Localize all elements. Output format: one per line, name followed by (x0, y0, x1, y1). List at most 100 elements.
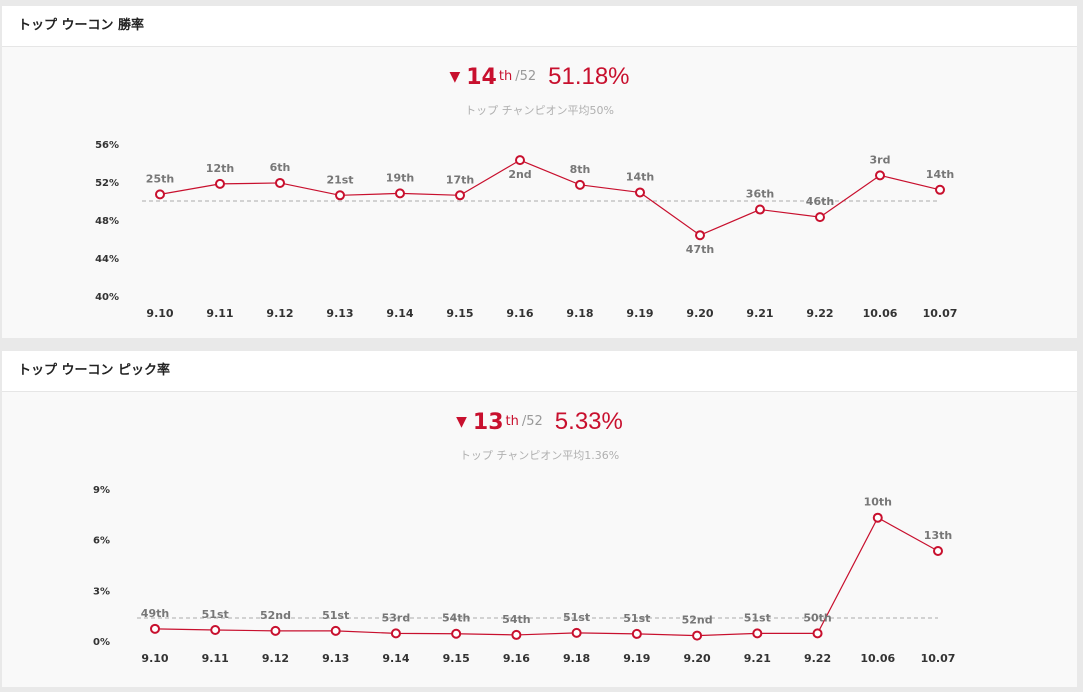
series-line (159, 159, 941, 236)
data-point (275, 177, 285, 188)
data-label: 54th (442, 612, 470, 625)
x-tick-label: 9.14 (386, 307, 413, 320)
data-point (330, 625, 341, 636)
data-label: 51st (744, 611, 771, 624)
average-note: トップ チャンピオン平均1.36% (459, 449, 620, 462)
panel-title: トップ ウーコン 勝率 (2, 6, 1077, 47)
data-label: 50th (803, 611, 831, 624)
panel-title: トップ ウーコン ピック率 (2, 351, 1077, 392)
x-tick-label: 9.21 (744, 652, 771, 665)
data-point (335, 190, 345, 201)
win-rate-chart: 56% 52% 48% 44% 40% 9.10 9.11 9.12 9.13 9.14 9.15 9… (95, 140, 958, 320)
y-tick-label: 56% (95, 140, 119, 151)
pick-rate-chart: 9% 6% 3% 0% 9.10 9.11 9.12 9.13 9.14 9.15 9.16 9.18… (93, 485, 956, 665)
data-label: 49th (141, 607, 169, 620)
data-label: 53rd (382, 611, 411, 624)
rank-total: /52 (521, 414, 543, 429)
data-label: 19th (386, 171, 414, 184)
x-tick-label: 9.13 (322, 652, 349, 665)
data-point (815, 212, 825, 223)
x-tick-label: 9.16 (503, 652, 530, 665)
x-tick-label: 9.22 (804, 652, 831, 665)
data-label: 10th (864, 496, 892, 509)
x-tick-label: 9.11 (206, 307, 233, 320)
data-point (511, 629, 522, 640)
data-label: 36th (746, 188, 774, 201)
rank-value: 13 (472, 410, 504, 435)
data-label: 8th (570, 163, 591, 176)
x-tick-label: 9.14 (382, 652, 409, 665)
x-tick-label: 9.10 (146, 307, 173, 320)
series-line (154, 516, 939, 637)
data-point (455, 190, 465, 201)
data-point (631, 628, 642, 639)
data-label: 46th (806, 195, 834, 208)
rank-down-icon: ▼ (456, 414, 467, 430)
data-label: 13th (924, 529, 952, 542)
x-tick-label: 9.15 (446, 307, 473, 320)
data-point (812, 628, 823, 639)
y-tick-label: 48% (95, 216, 119, 227)
data-point (575, 179, 585, 190)
data-point (451, 628, 462, 639)
data-point (155, 189, 165, 200)
data-label: 3rd (870, 153, 891, 166)
x-tick-label: 9.13 (326, 307, 353, 320)
x-tick-label: 9.20 (684, 652, 711, 665)
data-point (935, 184, 945, 195)
data-label: 21st (326, 173, 353, 186)
data-point (395, 188, 405, 199)
rank-suffix: th (498, 69, 513, 84)
x-tick-label: 9.20 (686, 307, 713, 320)
stat-value: 51.18% (548, 63, 630, 90)
x-tick-label: 9.12 (262, 652, 289, 665)
data-label: 14th (626, 170, 654, 183)
x-tick-label: 10.07 (921, 652, 956, 665)
data-point (210, 625, 221, 636)
y-tick-label: 6% (93, 536, 110, 547)
x-tick-label: 9.18 (566, 307, 593, 320)
x-tick-label: 10.06 (863, 307, 898, 320)
data-label: 51st (623, 612, 650, 625)
data-point (571, 627, 582, 638)
y-tick-label: 52% (95, 178, 119, 189)
x-tick-label: 9.10 (141, 652, 168, 665)
x-tick-label: 9.12 (266, 307, 293, 320)
data-point (755, 204, 765, 215)
data-point (390, 628, 401, 639)
x-tick-label: 9.16 (506, 307, 533, 320)
y-tick-label: 40% (95, 292, 119, 303)
x-tick-label: 9.22 (806, 307, 833, 320)
data-point (933, 545, 943, 556)
data-label: 51st (563, 611, 590, 624)
data-point (215, 178, 225, 189)
data-point (692, 630, 703, 641)
data-point (515, 155, 525, 166)
data-point (695, 230, 705, 241)
x-tick-label: 10.06 (860, 652, 895, 665)
x-tick-label: 9.11 (202, 652, 229, 665)
data-label: 47th (686, 243, 714, 256)
data-label: 2nd (508, 168, 531, 181)
data-label: 6th (270, 161, 291, 174)
data-label: 52nd (682, 614, 713, 627)
x-tick-label: 9.15 (443, 652, 470, 665)
x-tick-label: 10.07 (923, 307, 958, 320)
y-tick-label: 9% (93, 485, 110, 496)
data-point (872, 512, 883, 523)
data-point (752, 628, 763, 639)
data-label: 51st (322, 609, 349, 622)
x-tick-label: 9.18 (563, 652, 590, 665)
average-note: トップ チャンピオン平均50% (465, 104, 614, 117)
data-point (875, 170, 885, 181)
rank-suffix: th (505, 414, 519, 429)
data-point (150, 623, 160, 634)
x-tick-label: 9.21 (746, 307, 773, 320)
data-label: 25th (146, 172, 174, 185)
y-tick-label: 0% (93, 637, 110, 648)
data-label: 54th (502, 613, 530, 626)
